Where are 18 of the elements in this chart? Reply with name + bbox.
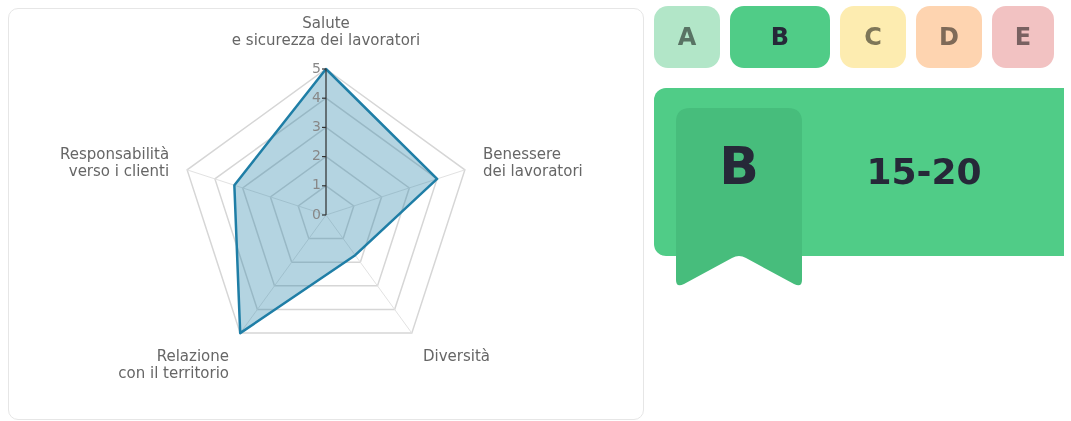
y-tick-label: 1 — [312, 176, 321, 193]
y-tick-label: 4 — [312, 88, 322, 105]
y-tick-label: 2 — [312, 147, 321, 164]
y-tick-label: 5 — [312, 59, 321, 76]
y-tick-label: 3 — [312, 118, 321, 135]
category-label: E — [992, 6, 1054, 68]
category-label: A — [654, 6, 720, 68]
category-label: B — [730, 6, 830, 68]
category-label: D — [916, 6, 982, 68]
spoke-label: Diversità — [422, 346, 491, 365]
category-label: C — [840, 6, 906, 68]
text: 15-20 — [865, 151, 983, 192]
spoke-label: Relazione con il territorio — [118, 346, 230, 382]
text: B — [718, 136, 760, 196]
spoke-label: Salute e sicurezza dei lavoratori — [231, 14, 421, 50]
y-tick-label: 0 — [312, 205, 321, 222]
spoke-label: Responsabilità verso i clienti — [59, 145, 170, 181]
spoke-label: Benessere dei lavoratori — [482, 145, 583, 181]
